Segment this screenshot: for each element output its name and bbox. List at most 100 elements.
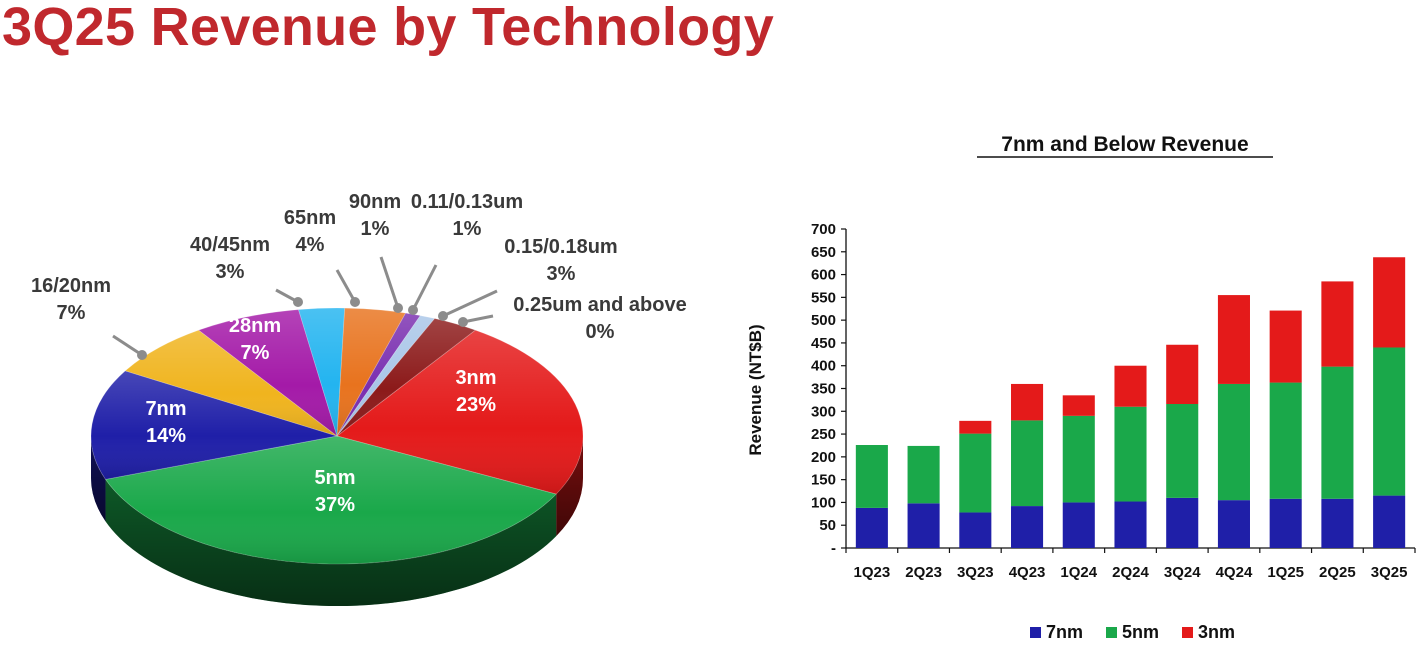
x-tick-label: 2Q25 <box>1319 564 1356 581</box>
legend-label-5nm: 5nm <box>1122 622 1159 642</box>
bar-segment-7nm-1q25 <box>1269 498 1302 548</box>
bar-segment-7nm-2q24 <box>1114 501 1147 548</box>
legend-swatch-7nm <box>1030 627 1041 638</box>
y-tick-label: 650 <box>811 244 836 261</box>
pie-label-pct-0-11-0-13um: 1% <box>453 218 482 240</box>
pie-leader-line-0-25um-and-above <box>462 314 494 324</box>
bar-segment-7nm-3q24 <box>1166 497 1199 548</box>
legend-swatch-5nm <box>1106 627 1117 638</box>
bar-segment-3nm-1q25 <box>1269 310 1302 383</box>
pie-label-pct-28nm: 7% <box>241 342 270 364</box>
bar-segment-7nm-1q23 <box>855 507 888 548</box>
page-title: 3Q25 Revenue by Technology <box>2 0 775 57</box>
bar-segment-5nm-2q24 <box>1114 406 1147 502</box>
pie-label-name-7nm: 7nm <box>145 398 186 420</box>
y-tick-label: 50 <box>819 517 836 534</box>
bar-segment-5nm-3q24 <box>1166 403 1199 498</box>
pie-leader-line-65nm <box>335 269 357 303</box>
y-tick-label: 450 <box>811 335 836 352</box>
pie-leader-dot-0-15-0-18um <box>438 311 448 321</box>
y-tick-label: 550 <box>811 289 836 306</box>
pie-leader-dot-40-45nm <box>293 297 303 307</box>
pie-label-name-16-20nm: 16/20nm <box>31 275 111 297</box>
pie-label-name-28nm: 28nm <box>229 315 281 337</box>
x-tick-label: 3Q23 <box>957 564 994 581</box>
pie-labels: 3nm 23% 5nm 37% 7nm 14% 16/20nm 7% 28nm 7% 40/45nm… <box>31 191 687 516</box>
bar-segment-5nm-3q25 <box>1373 347 1406 496</box>
bar-segment-7nm-4q23 <box>1011 506 1044 548</box>
bar-segment-7nm-1q24 <box>1062 502 1095 548</box>
pie-label-pct-16-20nm: 7% <box>57 302 86 324</box>
bar-segment-5nm-2q23 <box>907 445 940 504</box>
x-tick-label: 4Q24 <box>1216 564 1253 581</box>
y-tick-label: - <box>831 540 836 557</box>
pie-leader-line-0-15-0-18um <box>442 289 498 318</box>
pie-leader-line-90nm <box>379 256 400 309</box>
x-tick-label: 2Q23 <box>905 564 942 581</box>
bar-segment-3nm-2q24 <box>1114 365 1147 407</box>
bar-segment-3nm-3q25 <box>1373 257 1406 348</box>
pie-label-pct-3nm: 23% <box>456 394 496 416</box>
pie-side-walls <box>91 436 583 606</box>
pie-leader-dot-0-11-0-13um <box>408 305 418 315</box>
bar-segment-7nm-4q24 <box>1217 500 1250 548</box>
pie-label-name-40-45nm: 40/45nm <box>190 234 270 256</box>
pie-label-name-65nm: 65nm <box>284 207 336 229</box>
pie-label-pct-40-45nm: 3% <box>216 261 245 283</box>
pie-label-pct-0-25um-and-above: 0% <box>586 321 615 343</box>
y-tick-label: 250 <box>811 426 836 443</box>
legend-label-7nm: 7nm <box>1046 622 1083 642</box>
pie-label-name-0-11-0-13um: 0.11/0.13um <box>411 191 523 213</box>
pie-leader-dot-90nm <box>393 303 403 313</box>
y-tick-label: 200 <box>811 449 836 466</box>
bar-segment-5nm-4q24 <box>1217 383 1250 501</box>
bar-segment-3nm-2q25 <box>1321 281 1354 367</box>
pie-label-pct-5nm: 37% <box>315 494 355 516</box>
x-tick-label: 4Q23 <box>1009 564 1046 581</box>
bar-segment-3nm-4q23 <box>1011 383 1044 421</box>
pie-leader-dot-16-20nm <box>137 350 147 360</box>
pie-leader-dot-0-25um-and-above <box>458 317 468 327</box>
bar-segment-3nm-4q24 <box>1217 295 1250 384</box>
y-tick-label: 100 <box>811 494 836 511</box>
pie-slices <box>90 307 584 565</box>
bar-legend: 7nm 5nm 3nm <box>1030 622 1235 642</box>
bar-segment-3nm-3q24 <box>1166 344 1199 404</box>
bar-marks <box>855 257 1406 548</box>
bar-segment-5nm-4q23 <box>1011 420 1044 507</box>
x-tick-label: 1Q25 <box>1267 564 1304 581</box>
legend-label-3nm: 3nm <box>1198 622 1235 642</box>
y-tick-label: 350 <box>811 381 836 398</box>
pie-leader-line-16-20nm <box>112 334 143 357</box>
bar-segment-5nm-1q23 <box>855 445 888 508</box>
bar-segment-5nm-2q25 <box>1321 366 1354 499</box>
y-axis-title: Revenue (NT$B) <box>746 324 765 455</box>
x-tick-label: 2Q24 <box>1112 564 1149 581</box>
bar-chart-title: 7nm and Below Revenue <box>1001 133 1248 156</box>
pie-label-pct-7nm: 14% <box>146 425 186 447</box>
y-tick-label: 150 <box>811 472 836 489</box>
pie-label-pct-90nm: 1% <box>361 218 390 240</box>
bar-segment-5nm-1q24 <box>1062 415 1095 503</box>
bar-segment-7nm-3q25 <box>1373 495 1406 548</box>
bar-segment-5nm-1q25 <box>1269 382 1302 499</box>
bar-segment-3nm-3q23 <box>959 420 992 434</box>
pie-label-pct-0-15-0-18um: 3% <box>547 263 576 285</box>
x-tick-label: 3Q25 <box>1371 564 1408 581</box>
bar-segment-7nm-2q23 <box>907 503 940 548</box>
pie-label-name-0-15-0-18um: 0.15/0.18um <box>504 236 617 258</box>
x-tick-label: 1Q23 <box>854 564 891 581</box>
y-tick-label: 500 <box>811 312 836 329</box>
pie-leader-dot-65nm <box>350 297 360 307</box>
y-tick-label: 300 <box>811 403 836 420</box>
pie-label-name-0-25um-and-above: 0.25um and above <box>513 294 686 316</box>
bar-segment-7nm-3q23 <box>959 512 992 548</box>
bar-segment-5nm-3q23 <box>959 433 992 513</box>
pie-leader-line-0-11-0-13um <box>411 264 438 311</box>
x-tick-label: 3Q24 <box>1164 564 1201 581</box>
y-tick-label: 400 <box>811 358 836 375</box>
y-tick-label: 600 <box>811 267 836 284</box>
bar-segment-7nm-2q25 <box>1321 498 1354 548</box>
pie-label-name-5nm: 5nm <box>314 467 355 489</box>
